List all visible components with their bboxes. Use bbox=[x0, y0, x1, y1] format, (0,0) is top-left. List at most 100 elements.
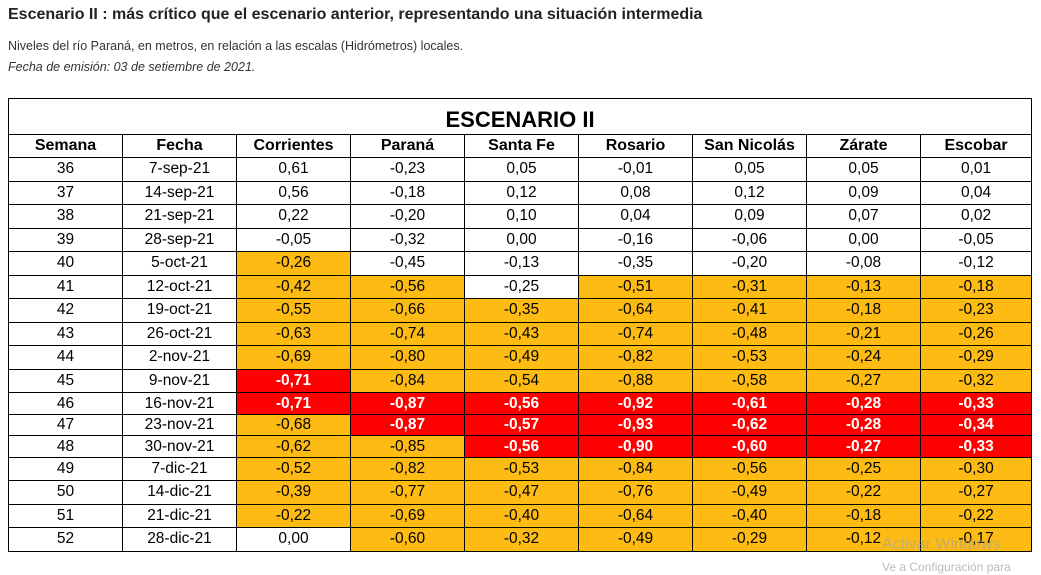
cell-level: -0,71 bbox=[236, 392, 351, 415]
cell-semana: 44 bbox=[8, 345, 123, 370]
cell-level: -0,47 bbox=[464, 480, 579, 505]
cell-level: -0,87 bbox=[350, 413, 465, 436]
cell-fecha: 21-dic-21 bbox=[122, 503, 237, 528]
table-heading: ESCENARIO II bbox=[7, 98, 1033, 135]
cell-fecha: 5-oct-21 bbox=[122, 251, 237, 276]
cell-semana: 45 bbox=[8, 368, 123, 393]
table-row: 41 12-oct-21 -0,42 -0,56 -0,25 -0,51 -0,31 -0,1… bbox=[8, 274, 1033, 299]
table-row: 44 2-nov-21 -0,69 -0,80 -0,49 -0,82 -0,53 -0,24… bbox=[8, 345, 1033, 370]
cell-level: -0,92 bbox=[578, 392, 693, 415]
column-header: Rosario bbox=[578, 134, 693, 158]
cell-level: -0,51 bbox=[578, 274, 693, 299]
cell-level: -0,57 bbox=[464, 413, 579, 436]
cell-level: -0,32 bbox=[464, 527, 579, 552]
cell-level: -0,27 bbox=[806, 435, 921, 458]
cell-level: -0,60 bbox=[350, 527, 465, 552]
cell-fecha: 30-nov-21 bbox=[122, 435, 237, 458]
table-row: 40 5-oct-21 -0,26 -0,45 -0,13 -0,35 -0,20 -0,08… bbox=[8, 251, 1033, 276]
cell-level: -0,87 bbox=[350, 392, 465, 415]
table-row: 46 16-nov-21 -0,71 -0,87 -0,56 -0,92 -0,61 -0,2… bbox=[8, 392, 1033, 415]
cell-level: -0,53 bbox=[692, 345, 807, 370]
cell-level: 0,00 bbox=[464, 227, 579, 252]
column-header-row: Semana Fecha Corrientes Paraná Santa Fe Rosar… bbox=[8, 134, 1033, 158]
cell-level: -0,77 bbox=[350, 480, 465, 505]
cell-fecha: 26-oct-21 bbox=[122, 321, 237, 346]
cell-semana: 48 bbox=[8, 435, 123, 458]
cell-level: 0,09 bbox=[692, 204, 807, 229]
cell-level: -0,20 bbox=[350, 204, 465, 229]
cell-level: -0,49 bbox=[692, 480, 807, 505]
cell-level: -0,88 bbox=[578, 368, 693, 393]
cell-level: -0,05 bbox=[236, 227, 351, 252]
scenario-table: ESCENARIO II Semana Fecha Corrientes Paraná… bbox=[7, 98, 1033, 552]
cell-level: 0,08 bbox=[578, 180, 693, 205]
cell-level: -0,62 bbox=[236, 435, 351, 458]
cell-level: -0,20 bbox=[692, 251, 807, 276]
cell-level: -0,64 bbox=[578, 298, 693, 323]
cell-level: -0,28 bbox=[806, 413, 921, 436]
cell-level: -0,18 bbox=[350, 180, 465, 205]
cell-level: -0,39 bbox=[236, 480, 351, 505]
column-header: Escobar bbox=[919, 134, 1033, 158]
cell-semana: 38 bbox=[8, 204, 123, 229]
cell-level: -0,42 bbox=[236, 274, 351, 299]
cell-level: -0,29 bbox=[692, 527, 807, 552]
cell-level: 0,00 bbox=[236, 527, 351, 552]
cell-semana: 36 bbox=[8, 157, 123, 182]
cell-level: -0,13 bbox=[464, 251, 579, 276]
cell-level: -0,12 bbox=[919, 251, 1033, 276]
cell-level: -0,64 bbox=[578, 503, 693, 528]
cell-semana: 51 bbox=[8, 503, 123, 528]
cell-level: -0,68 bbox=[236, 413, 351, 436]
cell-level: -0,69 bbox=[236, 345, 351, 370]
cell-level: -0,76 bbox=[578, 480, 693, 505]
cell-level: -0,34 bbox=[919, 413, 1033, 436]
cell-fecha: 12-oct-21 bbox=[122, 274, 237, 299]
cell-level: -0,05 bbox=[919, 227, 1033, 252]
cell-level: -0,52 bbox=[236, 456, 351, 481]
cell-level: 0,10 bbox=[464, 204, 579, 229]
cell-level: -0,60 bbox=[692, 435, 807, 458]
cell-fecha: 28-dic-21 bbox=[122, 527, 237, 552]
cell-level: 0,04 bbox=[919, 180, 1033, 205]
cell-fecha: 7-sep-21 bbox=[122, 157, 237, 182]
cell-level: 0,05 bbox=[464, 157, 579, 182]
cell-level: 0,12 bbox=[464, 180, 579, 205]
cell-level: -0,18 bbox=[919, 274, 1033, 299]
cell-level: -0,69 bbox=[350, 503, 465, 528]
cell-level: 0,05 bbox=[692, 157, 807, 182]
cell-level: 0,56 bbox=[236, 180, 351, 205]
table-body: 36 7-sep-21 0,61 -0,23 0,05 -0,01 0,05 0,05 0,01… bbox=[8, 157, 1033, 552]
cell-level: -0,32 bbox=[919, 368, 1033, 393]
cell-semana: 47 bbox=[8, 413, 123, 436]
cell-level: -0,74 bbox=[578, 321, 693, 346]
cell-level: -0,06 bbox=[692, 227, 807, 252]
table-row: 48 30-nov-21 -0,62 -0,85 -0,56 -0,90 -0,60 -0,2… bbox=[8, 435, 1033, 458]
column-header: Fecha bbox=[122, 134, 237, 158]
cell-semana: 43 bbox=[8, 321, 123, 346]
table-row: 51 21-dic-21 -0,22 -0,69 -0,40 -0,64 -0,40 -0,1… bbox=[8, 503, 1033, 528]
cell-semana: 46 bbox=[8, 392, 123, 415]
cell-level: -0,08 bbox=[806, 251, 921, 276]
cell-level: -0,40 bbox=[692, 503, 807, 528]
cell-level: 0,09 bbox=[806, 180, 921, 205]
cell-level: -0,82 bbox=[350, 456, 465, 481]
cell-semana: 52 bbox=[8, 527, 123, 552]
cell-level: -0,53 bbox=[464, 456, 579, 481]
cell-semana: 50 bbox=[8, 480, 123, 505]
cell-level: -0,35 bbox=[578, 251, 693, 276]
cell-level: 0,61 bbox=[236, 157, 351, 182]
cell-level: -0,56 bbox=[464, 435, 579, 458]
cell-level: -0,16 bbox=[578, 227, 693, 252]
cell-level: -0,17 bbox=[919, 527, 1033, 552]
cell-level: -0,25 bbox=[464, 274, 579, 299]
cell-level: 0,04 bbox=[578, 204, 693, 229]
cell-fecha: 28-sep-21 bbox=[122, 227, 237, 252]
cell-level: -0,22 bbox=[806, 480, 921, 505]
cell-level: -0,32 bbox=[350, 227, 465, 252]
cell-fecha: 2-nov-21 bbox=[122, 345, 237, 370]
cell-level: -0,27 bbox=[806, 368, 921, 393]
table-row: 37 14-sep-21 0,56 -0,18 0,12 0,08 0,12 0,09 0,04 bbox=[8, 180, 1033, 205]
cell-level: -0,56 bbox=[464, 392, 579, 415]
cell-level: -0,22 bbox=[236, 503, 351, 528]
